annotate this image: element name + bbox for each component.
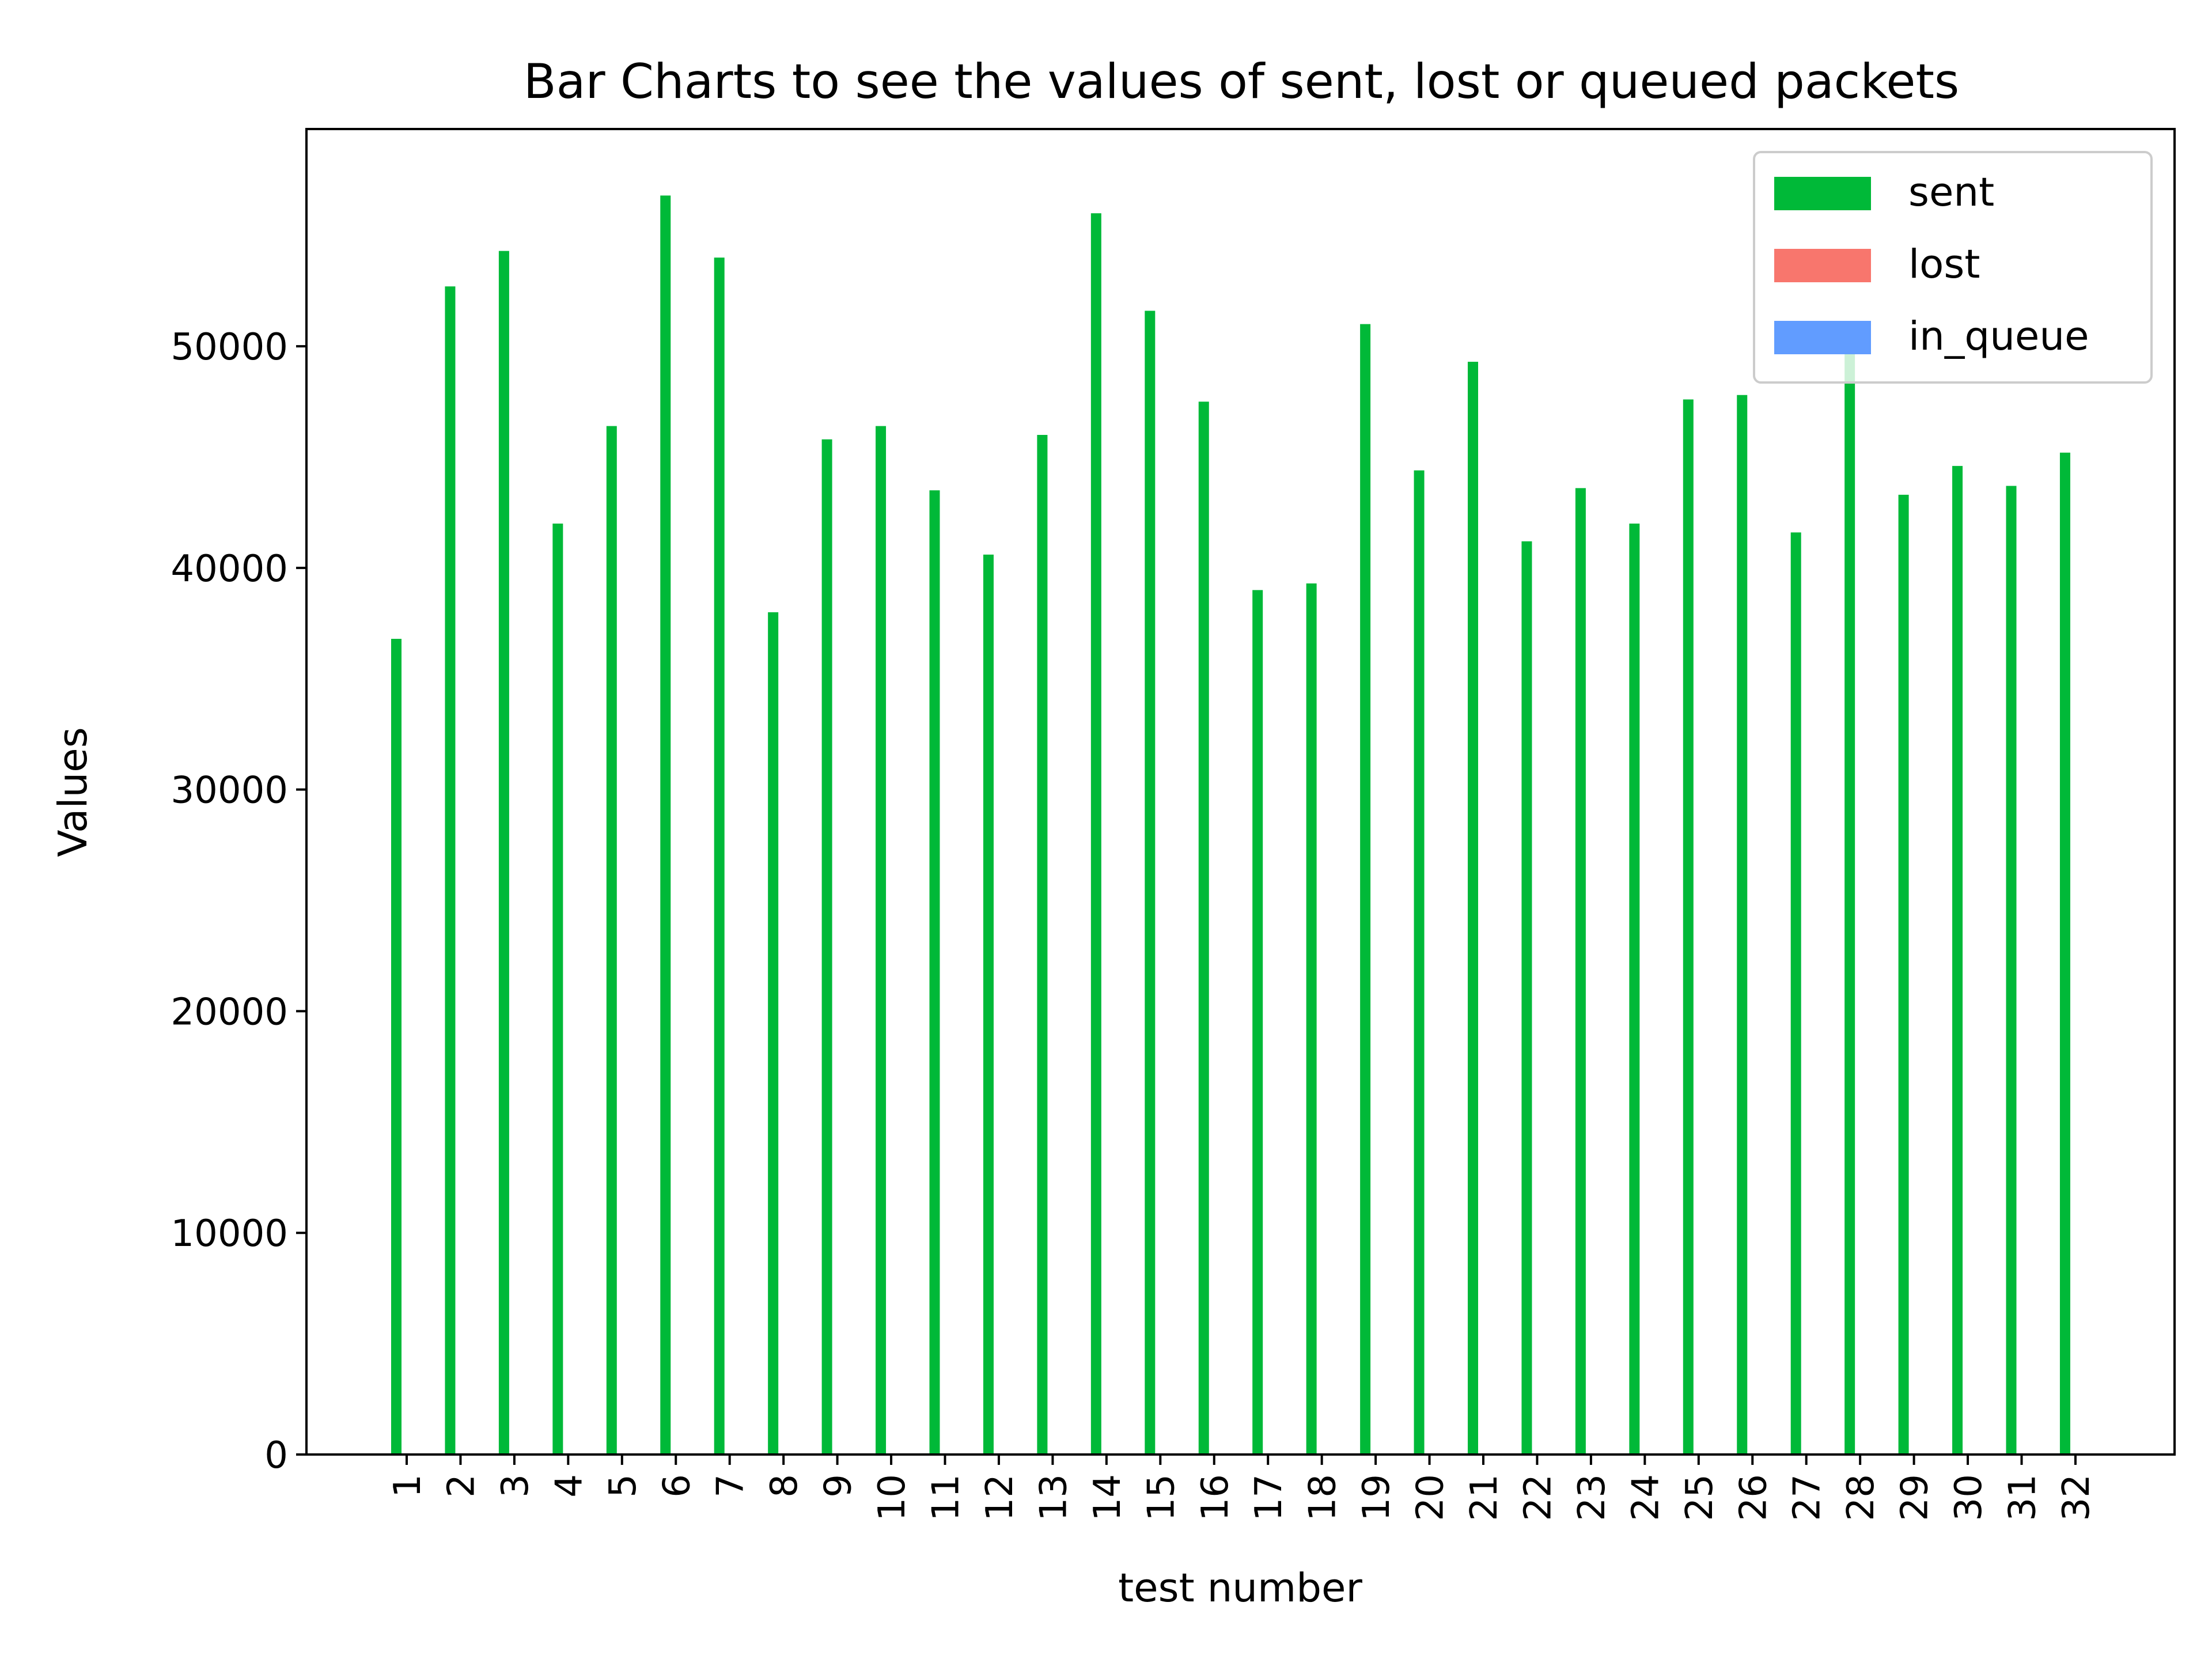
chart-title: Bar Charts to see the values of sent, lo… [524, 54, 1960, 109]
bar-sent-6 [660, 195, 671, 1455]
bar-sent-10 [876, 426, 887, 1455]
bar-sent-4 [552, 523, 563, 1455]
x-tick-label: 29 [1894, 1474, 1937, 1521]
x-tick-label: 12 [979, 1474, 1021, 1521]
bar-sent-11 [929, 490, 940, 1455]
bar-sent-8 [768, 612, 779, 1455]
x-tick-label: 8 [763, 1474, 806, 1498]
x-tick-label: 28 [1840, 1474, 1883, 1521]
bar-sent-19 [1360, 324, 1371, 1455]
x-tick-label: 19 [1355, 1474, 1398, 1521]
x-tick-label: 22 [1517, 1474, 1559, 1521]
bar-sent-14 [1090, 213, 1101, 1455]
x-tick-label: 20 [1410, 1474, 1452, 1521]
bar-sent-26 [1737, 395, 1748, 1455]
x-tick-label: 23 [1571, 1474, 1613, 1521]
bar-sent-3 [498, 251, 509, 1455]
legend-swatch-sent [1774, 177, 1871, 210]
y-tick-label: 0 [264, 1434, 288, 1477]
x-tick-label: 26 [1732, 1474, 1775, 1521]
x-tick-label: 5 [602, 1474, 645, 1498]
x-tick-label: 11 [925, 1474, 968, 1521]
bar-sent-29 [1898, 494, 1909, 1455]
bar-sent-17 [1252, 590, 1263, 1455]
bar-sent-30 [1952, 465, 1963, 1455]
plot-frame [305, 128, 2176, 1456]
y-tick-label: 20000 [171, 991, 288, 1033]
x-axis: 1 2 3 4 5 6 7 8 9 10 11 12 13 14 15 16 17 18 19 20 21 22 23 24 2… [387, 1455, 2098, 1521]
x-tick-label: 18 [1302, 1474, 1344, 1521]
x-tick-label: 27 [1786, 1474, 1829, 1521]
y-tick-label: 30000 [171, 770, 288, 812]
x-tick-label: 7 [710, 1474, 752, 1498]
x-tick-label: 13 [1032, 1474, 1075, 1521]
x-tick-label: 1 [387, 1474, 429, 1498]
x-tick-label: 25 [1679, 1474, 1721, 1521]
bar-sent-16 [1198, 402, 1209, 1455]
x-tick-label: 16 [1194, 1474, 1237, 1521]
legend-label-in_queue: in_queue [1908, 313, 2089, 359]
y-tick-label: 10000 [171, 1213, 288, 1255]
x-tick-label: 15 [1140, 1474, 1183, 1521]
x-tick-label: 30 [1948, 1474, 1990, 1521]
y-tick-label: 40000 [171, 548, 288, 590]
bar-sent-28 [1844, 328, 1855, 1455]
legend-label-lost: lost [1908, 241, 1980, 287]
x-tick-label: 24 [1624, 1474, 1667, 1521]
bar-sent-15 [1145, 310, 1156, 1455]
bar-sent-13 [1037, 435, 1048, 1455]
bar-sent-21 [1468, 362, 1478, 1455]
bar-sent-27 [1790, 532, 1801, 1455]
bar-sent-24 [1629, 523, 1640, 1455]
bar-sent-18 [1306, 583, 1317, 1455]
y-tick-label: 50000 [171, 326, 288, 369]
bars-layer [391, 195, 2070, 1455]
y-axis: 0 10000 20000 30000 40000 50000 [171, 326, 306, 1477]
y-axis-title: Values [50, 727, 96, 857]
bar-sent-25 [1683, 399, 1694, 1455]
x-tick-label: 21 [1463, 1474, 1506, 1521]
x-tick-label: 31 [2002, 1474, 2044, 1521]
bar-sent-5 [606, 426, 617, 1455]
legend-swatch-lost [1774, 249, 1871, 282]
bar-sent-7 [714, 257, 725, 1455]
x-tick-label: 6 [656, 1474, 698, 1498]
x-tick-label: 32 [2055, 1474, 2098, 1521]
x-tick-label: 17 [1248, 1474, 1290, 1521]
x-tick-label: 9 [817, 1474, 860, 1498]
bar-sent-31 [2006, 486, 2017, 1455]
bar-sent-2 [445, 286, 456, 1455]
legend-label-sent: sent [1908, 169, 1994, 215]
bar-sent-9 [821, 439, 832, 1455]
x-tick-label: 10 [871, 1474, 914, 1521]
bar-sent-12 [983, 554, 994, 1455]
legend-swatch-in_queue [1774, 321, 1871, 354]
bar-sent-32 [2059, 452, 2070, 1455]
bar-sent-20 [1414, 470, 1425, 1455]
x-tick-label: 14 [1086, 1474, 1129, 1521]
x-tick-label: 3 [494, 1474, 537, 1498]
x-axis-title: test number [1118, 1565, 1362, 1611]
bar-sent-1 [391, 639, 402, 1455]
bar-sent-23 [1575, 488, 1586, 1455]
bar-sent-22 [1521, 541, 1532, 1455]
x-tick-label: 2 [440, 1474, 483, 1498]
x-tick-label: 4 [548, 1474, 590, 1498]
legend: sent lost in_queue [1753, 151, 2153, 384]
